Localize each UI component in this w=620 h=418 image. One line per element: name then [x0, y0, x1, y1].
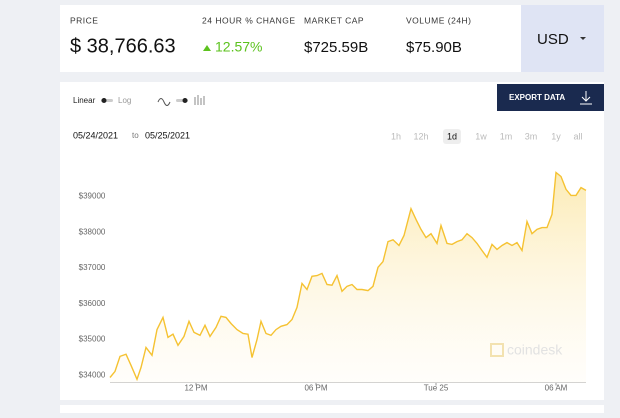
date-sep: to	[132, 131, 139, 140]
volume-label: VOLUME (24H)	[406, 15, 472, 25]
scale-log[interactable]: Log	[118, 96, 131, 105]
price: $ 38,766.63	[70, 35, 176, 57]
market-cap-label: MARKET CAP	[304, 15, 364, 25]
stats-card	[60, 5, 521, 72]
y-tick-label: $36000	[79, 299, 106, 308]
toggle-knob	[101, 98, 107, 103]
range-selected-bg	[443, 129, 461, 144]
next-card	[60, 405, 604, 413]
range-button[interactable]: 1y	[551, 131, 561, 141]
watermark-logo	[490, 343, 504, 357]
up-arrow	[203, 45, 211, 51]
range-button[interactable]: 1w	[475, 131, 487, 141]
y-tick-label: $34000	[79, 370, 106, 379]
currency-box[interactable]	[521, 5, 604, 72]
range-button[interactable]: 12h	[413, 131, 428, 141]
plot: $34000 $35000 $36000 $37000 $38000 $39000 12 P…	[79, 171, 587, 393]
date-to[interactable]: 05/25/2021	[145, 130, 190, 140]
y-tick-label: $39000	[79, 192, 106, 201]
scale-linear[interactable]: Linear	[73, 96, 96, 105]
change-label: 24 HOUR % CHANGE	[202, 15, 296, 25]
x-tick-label: 06 PM	[304, 384, 327, 393]
range-button[interactable]: 3m	[525, 131, 538, 141]
candle-icon[interactable]	[194, 95, 205, 105]
change: 12.57%	[215, 39, 262, 55]
y-tick-label: $38000	[79, 227, 106, 236]
date-from[interactable]: 05/24/2021	[73, 130, 118, 140]
download-icon	[580, 91, 592, 105]
area	[110, 172, 586, 383]
x-tick-label: 06 AM	[545, 384, 568, 393]
range-button[interactable]: 1h	[391, 131, 401, 141]
price-label: PRICE	[70, 15, 98, 25]
dropdown-caret	[580, 37, 586, 40]
price-line	[109, 171, 587, 382]
range-button[interactable]: 1d	[447, 131, 457, 141]
watermark: coindesk	[507, 342, 563, 358]
line-icon[interactable]	[157, 98, 171, 106]
currency[interactable]: USD	[537, 31, 569, 48]
market-cap: $725.59B	[304, 39, 368, 56]
range-button[interactable]: all	[573, 131, 582, 141]
y-tick-label: $35000	[79, 335, 106, 344]
range-buttons: 1h 12h 1d 1w 1m 3m 1y all	[391, 129, 583, 144]
volume: $75.90B	[406, 39, 462, 56]
toggle-knob	[182, 98, 188, 103]
x-tick-label: Tue 25	[424, 384, 449, 393]
x-tick-label: 12 PM	[184, 384, 207, 393]
y-tick-label: $37000	[79, 263, 106, 272]
range-button[interactable]: 1m	[500, 131, 513, 141]
export-label: EXPORT DATA	[509, 93, 565, 102]
